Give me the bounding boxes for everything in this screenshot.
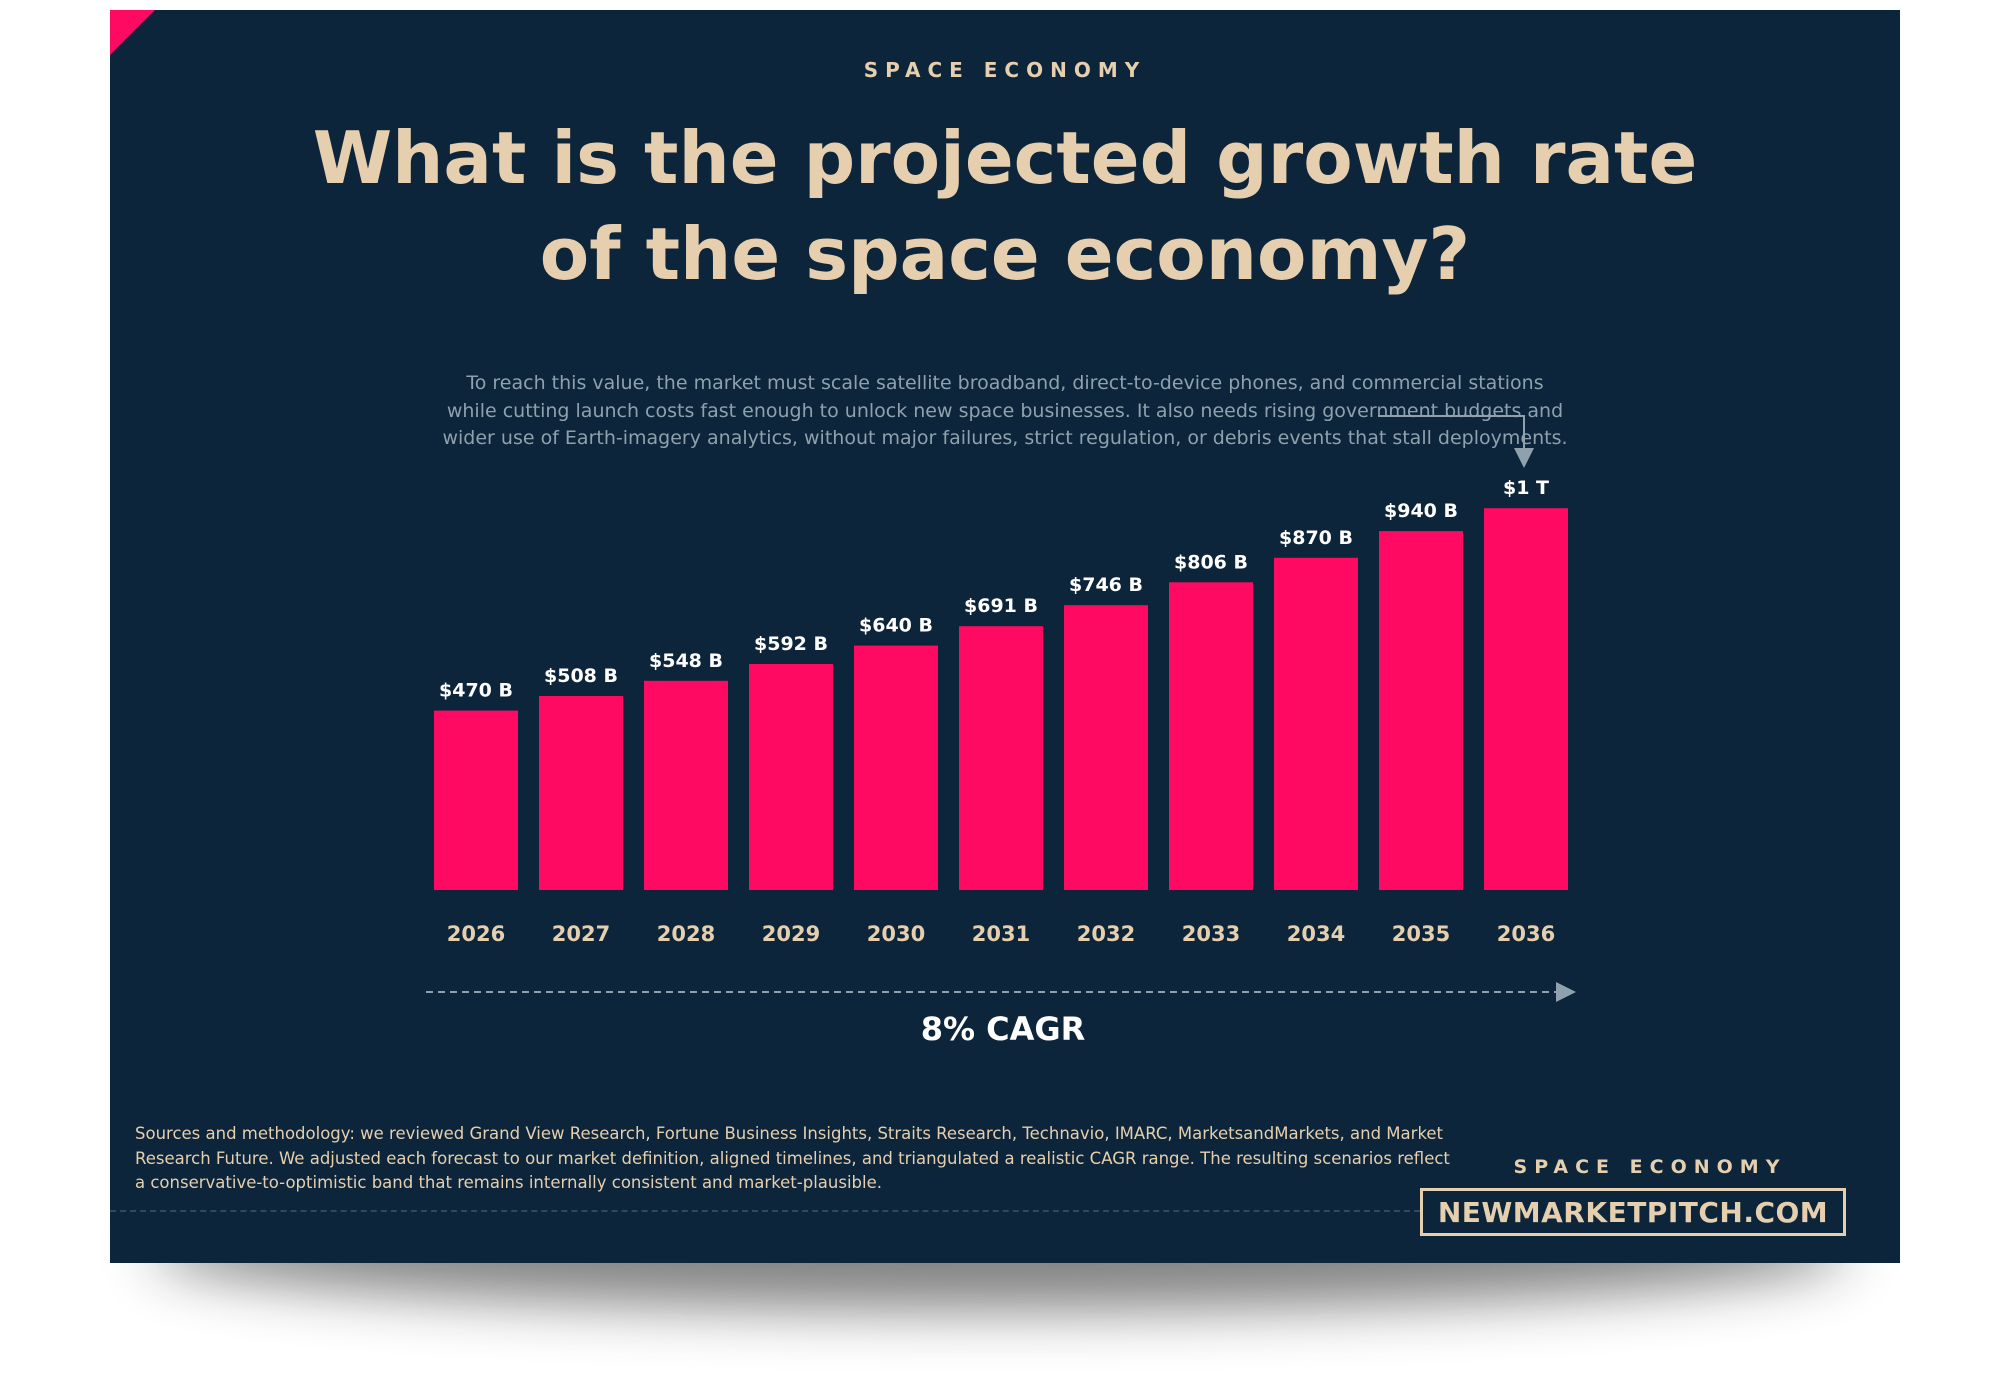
value-label-2033: $806 B — [1174, 551, 1248, 573]
x-tick-2028: 2028 — [657, 922, 715, 946]
x-tick-labels-group: 2026 2027 2028 2029 2030 2031 2032 2033 2034 2035… — [447, 922, 1555, 946]
value-labels-group: $470 B $508 B $548 B $592 B $640 B $691 B $746… — [439, 477, 1549, 701]
bars-group — [434, 508, 1568, 890]
x-tick-2034: 2034 — [1287, 922, 1345, 946]
bar-2035 — [1379, 531, 1463, 890]
brand-url-box[interactable]: NEWMARKETPITCH.COM — [1420, 1188, 1846, 1236]
x-tick-2033: 2033 — [1182, 922, 1240, 946]
brand-url[interactable]: NEWMARKETPITCH.COM — [1437, 1195, 1829, 1229]
bar-2031 — [959, 626, 1043, 890]
bar-2030 — [854, 645, 938, 890]
chart-description: To reach this value, the market must sca… — [442, 372, 1568, 449]
page-title: What is the projected growth rate of the… — [312, 116, 1698, 296]
x-tick-2036: 2036 — [1497, 922, 1555, 946]
value-label-2028: $548 B — [649, 650, 723, 672]
x-tick-2030: 2030 — [867, 922, 925, 946]
bar-chart: $470 B $508 B $548 B $592 B $640 B $691 B $746… — [426, 415, 1576, 1002]
corner-accent — [110, 10, 155, 55]
bar-2027 — [539, 696, 623, 890]
value-label-2034: $870 B — [1279, 527, 1353, 549]
bar-2034 — [1274, 557, 1358, 890]
value-label-2027: $508 B — [544, 665, 618, 687]
footer-divider — [110, 1210, 1420, 1212]
cagr-annotation: 8% CAGR — [920, 1010, 1086, 1048]
infographic-card: SPACE ECONOMY What is the projected grow… — [110, 10, 1900, 1263]
callout-arrow — [1378, 415, 1534, 468]
bar-2033 — [1169, 582, 1253, 890]
value-label-2035: $940 B — [1384, 500, 1458, 522]
value-label-2026: $470 B — [439, 680, 513, 702]
x-tick-2031: 2031 — [972, 922, 1030, 946]
header-kicker: SPACE ECONOMY — [863, 58, 1147, 82]
x-tick-2035: 2035 — [1392, 922, 1450, 946]
value-label-2029: $592 B — [754, 633, 828, 655]
bar-2032 — [1064, 605, 1148, 890]
bar-2026 — [434, 710, 518, 890]
value-label-2036: $1 T — [1503, 477, 1549, 499]
value-label-2030: $640 B — [859, 615, 933, 637]
x-tick-2029: 2029 — [762, 922, 820, 946]
value-label-2032: $746 B — [1069, 574, 1143, 596]
bar-2029 — [749, 664, 833, 890]
value-label-2031: $691 B — [964, 595, 1038, 617]
x-tick-2027: 2027 — [552, 922, 610, 946]
brand-kicker: SPACE ECONOMY — [1513, 1156, 1787, 1178]
bar-2036 — [1484, 508, 1568, 890]
x-tick-2032: 2032 — [1077, 922, 1135, 946]
sources-text: Sources and methodology: we reviewed Gra… — [135, 1124, 1450, 1192]
bar-2028 — [644, 680, 728, 890]
x-tick-2026: 2026 — [447, 922, 505, 946]
